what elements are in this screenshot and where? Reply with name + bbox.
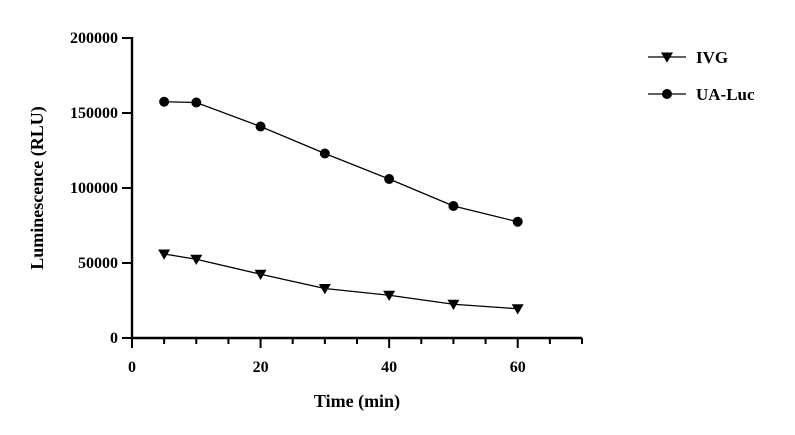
legend-item-ivg: IVG — [648, 48, 728, 67]
legend-marker-ivg — [661, 52, 673, 63]
data-point-ivg — [318, 284, 331, 295]
legend-label-ua-luc: UA-Luc — [696, 85, 755, 104]
series-ua-luc — [159, 96, 523, 227]
legend-item-ua-luc: UA-Luc — [648, 85, 755, 104]
x-tick-label: 0 — [128, 359, 136, 376]
x-tick-label: 40 — [381, 359, 397, 376]
series-group — [158, 96, 524, 315]
x-tick-label: 20 — [253, 359, 269, 376]
data-point-ua-luc — [191, 97, 202, 108]
data-point-ua-luc — [512, 216, 523, 227]
data-point-ivg — [511, 304, 524, 315]
y-tick-label: 50000 — [78, 255, 118, 272]
data-point-ivg — [190, 254, 203, 265]
y-tick-label: 150000 — [70, 105, 118, 122]
data-point-ua-luc — [255, 121, 266, 132]
series-line-ua-luc — [164, 101, 518, 223]
y-axis-title: Luminescence (RLU) — [27, 106, 48, 269]
legend-marker-ua-luc — [662, 89, 672, 99]
legend: IVG UA-Luc — [648, 48, 755, 104]
y-tick-label: 0 — [110, 330, 118, 347]
axes: 0 50000 100000 150000 200000 0 20 40 60 — [70, 30, 583, 376]
x-axis-title: Time (min) — [314, 391, 400, 412]
legend-label-ivg: IVG — [696, 48, 728, 67]
x-tick-label: 60 — [510, 359, 526, 376]
series-line-ivg — [164, 253, 518, 310]
data-point-ua-luc — [159, 96, 170, 107]
data-point-ivg — [447, 299, 460, 310]
y-tick-label: 200000 — [70, 30, 118, 47]
data-point-ua-luc — [319, 148, 330, 159]
data-point-ua-luc — [384, 174, 395, 184]
data-point-ua-luc — [448, 201, 459, 211]
data-point-ivg — [254, 269, 267, 280]
series-ivg — [158, 249, 524, 315]
y-tick-label: 100000 — [70, 180, 118, 197]
data-point-ivg — [383, 290, 396, 301]
data-point-ivg — [158, 249, 171, 260]
